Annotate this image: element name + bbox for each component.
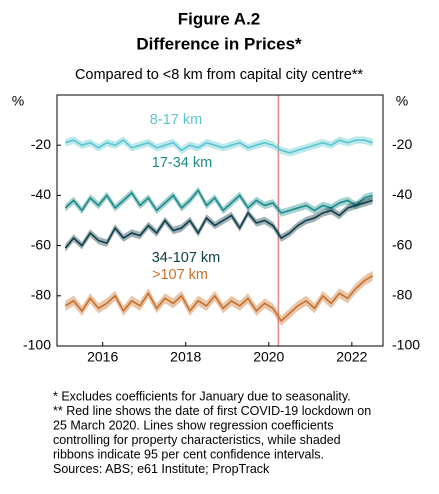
footnote: controlling for property characteristics… [53, 433, 341, 447]
y2-axis-label: % [396, 93, 408, 109]
y-tick-label: -40 [31, 186, 51, 202]
footnote: ribbons indicate 95 per cent confidence … [53, 447, 324, 461]
series-label: 34-107 km [152, 250, 221, 266]
confidence-ribbon [65, 270, 373, 326]
plot-frame [56, 94, 384, 347]
y-tick-label: -20 [31, 136, 51, 152]
series-label: 8-17 km [150, 112, 202, 128]
y2-tick-label: -20 [392, 136, 412, 152]
series-line [64, 188, 373, 214]
series-line [64, 275, 374, 323]
y2-tick-label: -80 [392, 287, 412, 303]
x-tick-label: 2016 [87, 349, 118, 365]
y-axis-label: % [12, 93, 24, 109]
series-label: >107 km [152, 267, 208, 283]
series-label: 17-34 km [152, 155, 212, 171]
footnote: * Excludes coefficients for January due … [53, 389, 351, 403]
footnote: Sources: ABS; e61 Institute; PropTrack [53, 462, 270, 476]
footnote: 25 March 2020. Lines show regression coe… [53, 418, 333, 432]
y2-tick-label: -60 [392, 236, 412, 252]
chart-title: Figure A.2 [178, 9, 261, 28]
chart-subtitle: Difference in Prices* [136, 34, 302, 53]
chart-description: Compared to <8 km from capital city cent… [75, 67, 363, 83]
footnote: ** Red line shows the date of first COVI… [53, 404, 371, 418]
y-tick-label: -60 [31, 236, 51, 252]
y2-tick-label: -100 [392, 337, 420, 353]
y-tick-label: -80 [31, 287, 51, 303]
series-line [64, 199, 373, 249]
y-tick-label: -100 [23, 337, 51, 353]
x-tick-label: 2018 [170, 349, 201, 365]
x-tick-label: 2022 [336, 349, 367, 365]
confidence-ribbon [65, 196, 373, 252]
series-line [65, 139, 373, 154]
x-tick-label: 2020 [253, 349, 284, 365]
y2-tick-label: -40 [392, 186, 412, 202]
